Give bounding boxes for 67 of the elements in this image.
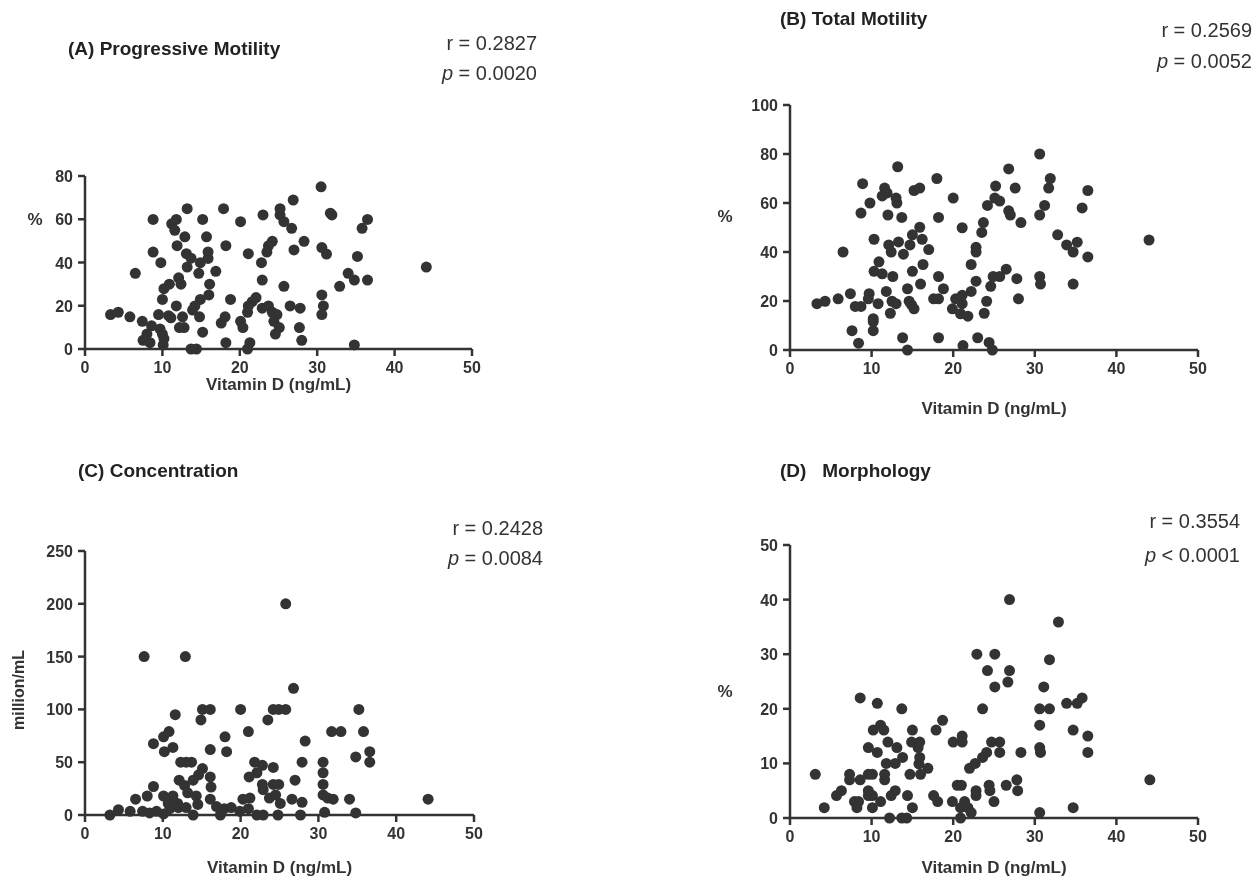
x-tick-label: 40 [1107, 828, 1126, 845]
y-tick-label: 30 [760, 646, 779, 664]
x-tick-label: 50 [1189, 828, 1207, 845]
text: r = 0.2569 [1161, 19, 1252, 41]
y-tick-label: 50 [55, 754, 74, 772]
y-tick-label: 80 [55, 168, 74, 185]
y-tick-label: 80 [760, 146, 779, 163]
y-tick-label: 200 [46, 595, 74, 613]
y-tick-label: 20 [55, 297, 74, 315]
text: p = 0.0020 [440, 62, 537, 84]
y-tick-label: 20 [760, 293, 779, 310]
y-tick-label: 100 [46, 701, 74, 719]
y-tick-label: 60 [760, 195, 779, 212]
y-axis-title: million/mL [10, 649, 27, 730]
x-tick-label: 30 [309, 825, 328, 842]
y-tick-label: 40 [55, 254, 74, 272]
x-tick-label: 30 [308, 359, 327, 376]
annotation: p = 0.0084 [446, 547, 543, 569]
x-tick-label: 20 [230, 359, 249, 376]
y-tick-label: 20 [760, 700, 779, 718]
y-tick-label: 10 [760, 755, 779, 773]
x-tick-label: 0 [785, 828, 795, 845]
y-tick-label: 0 [769, 810, 779, 827]
x-axis-title: Vitamin D (ng/mL) [206, 858, 353, 877]
x-tick-label: 50 [465, 825, 483, 842]
x-axis-title: Vitamin D (ng/mL) [205, 375, 352, 394]
x-tick-label: 20 [944, 360, 963, 377]
x-tick-label: 10 [862, 360, 881, 377]
y-tick-label: 250 [46, 543, 74, 560]
y-tick-label: 0 [769, 342, 779, 359]
x-tick-label: 10 [153, 359, 172, 376]
x-tick-label: 0 [785, 360, 795, 377]
annotation: p < 0.0001 [1143, 544, 1240, 566]
text: r = 0.3554 [1149, 510, 1240, 532]
y-tick-label: 60 [55, 211, 74, 229]
y-tick-label: 50 [760, 537, 779, 554]
y-tick-label: 150 [46, 648, 74, 666]
x-tick-label: 40 [1107, 360, 1126, 377]
chart-title: (C) Concentration [78, 460, 239, 481]
x-tick-label: 20 [231, 825, 250, 842]
text: p = 0.0052 [1155, 50, 1252, 72]
chart-title: (A) Progressive Motility [68, 38, 281, 59]
x-tick-label: 50 [463, 359, 481, 376]
y-tick-label: 0 [64, 807, 74, 824]
text: r = 0.2827 [446, 32, 537, 54]
y-axis-title: % [27, 210, 43, 229]
x-axis-title: Vitamin D (ng/mL) [921, 399, 1067, 418]
y-tick-label: 100 [751, 97, 779, 114]
chart-title: (D) Morphology [780, 460, 932, 481]
x-axis-title: Vitamin D (ng/mL) [921, 858, 1067, 877]
y-axis-title: % [717, 207, 733, 226]
x-tick-label: 0 [80, 359, 90, 376]
y-tick-label: 40 [760, 244, 779, 261]
x-tick-label: 10 [862, 828, 881, 845]
x-tick-label: 40 [387, 825, 406, 842]
x-tick-label: 40 [385, 359, 404, 376]
x-tick-label: 10 [153, 825, 172, 842]
y-tick-label: 40 [760, 591, 779, 609]
x-tick-label: 50 [1189, 360, 1207, 377]
x-tick-label: 30 [1025, 828, 1044, 845]
text: r = 0.2428 [452, 517, 543, 539]
x-tick-label: 20 [944, 828, 963, 845]
x-tick-label: 30 [1025, 360, 1044, 377]
chart-title: (B) Total Motility [780, 8, 928, 29]
x-tick-label: 0 [80, 825, 90, 842]
y-tick-label: 0 [64, 341, 74, 358]
y-axis-title: % [717, 682, 733, 701]
